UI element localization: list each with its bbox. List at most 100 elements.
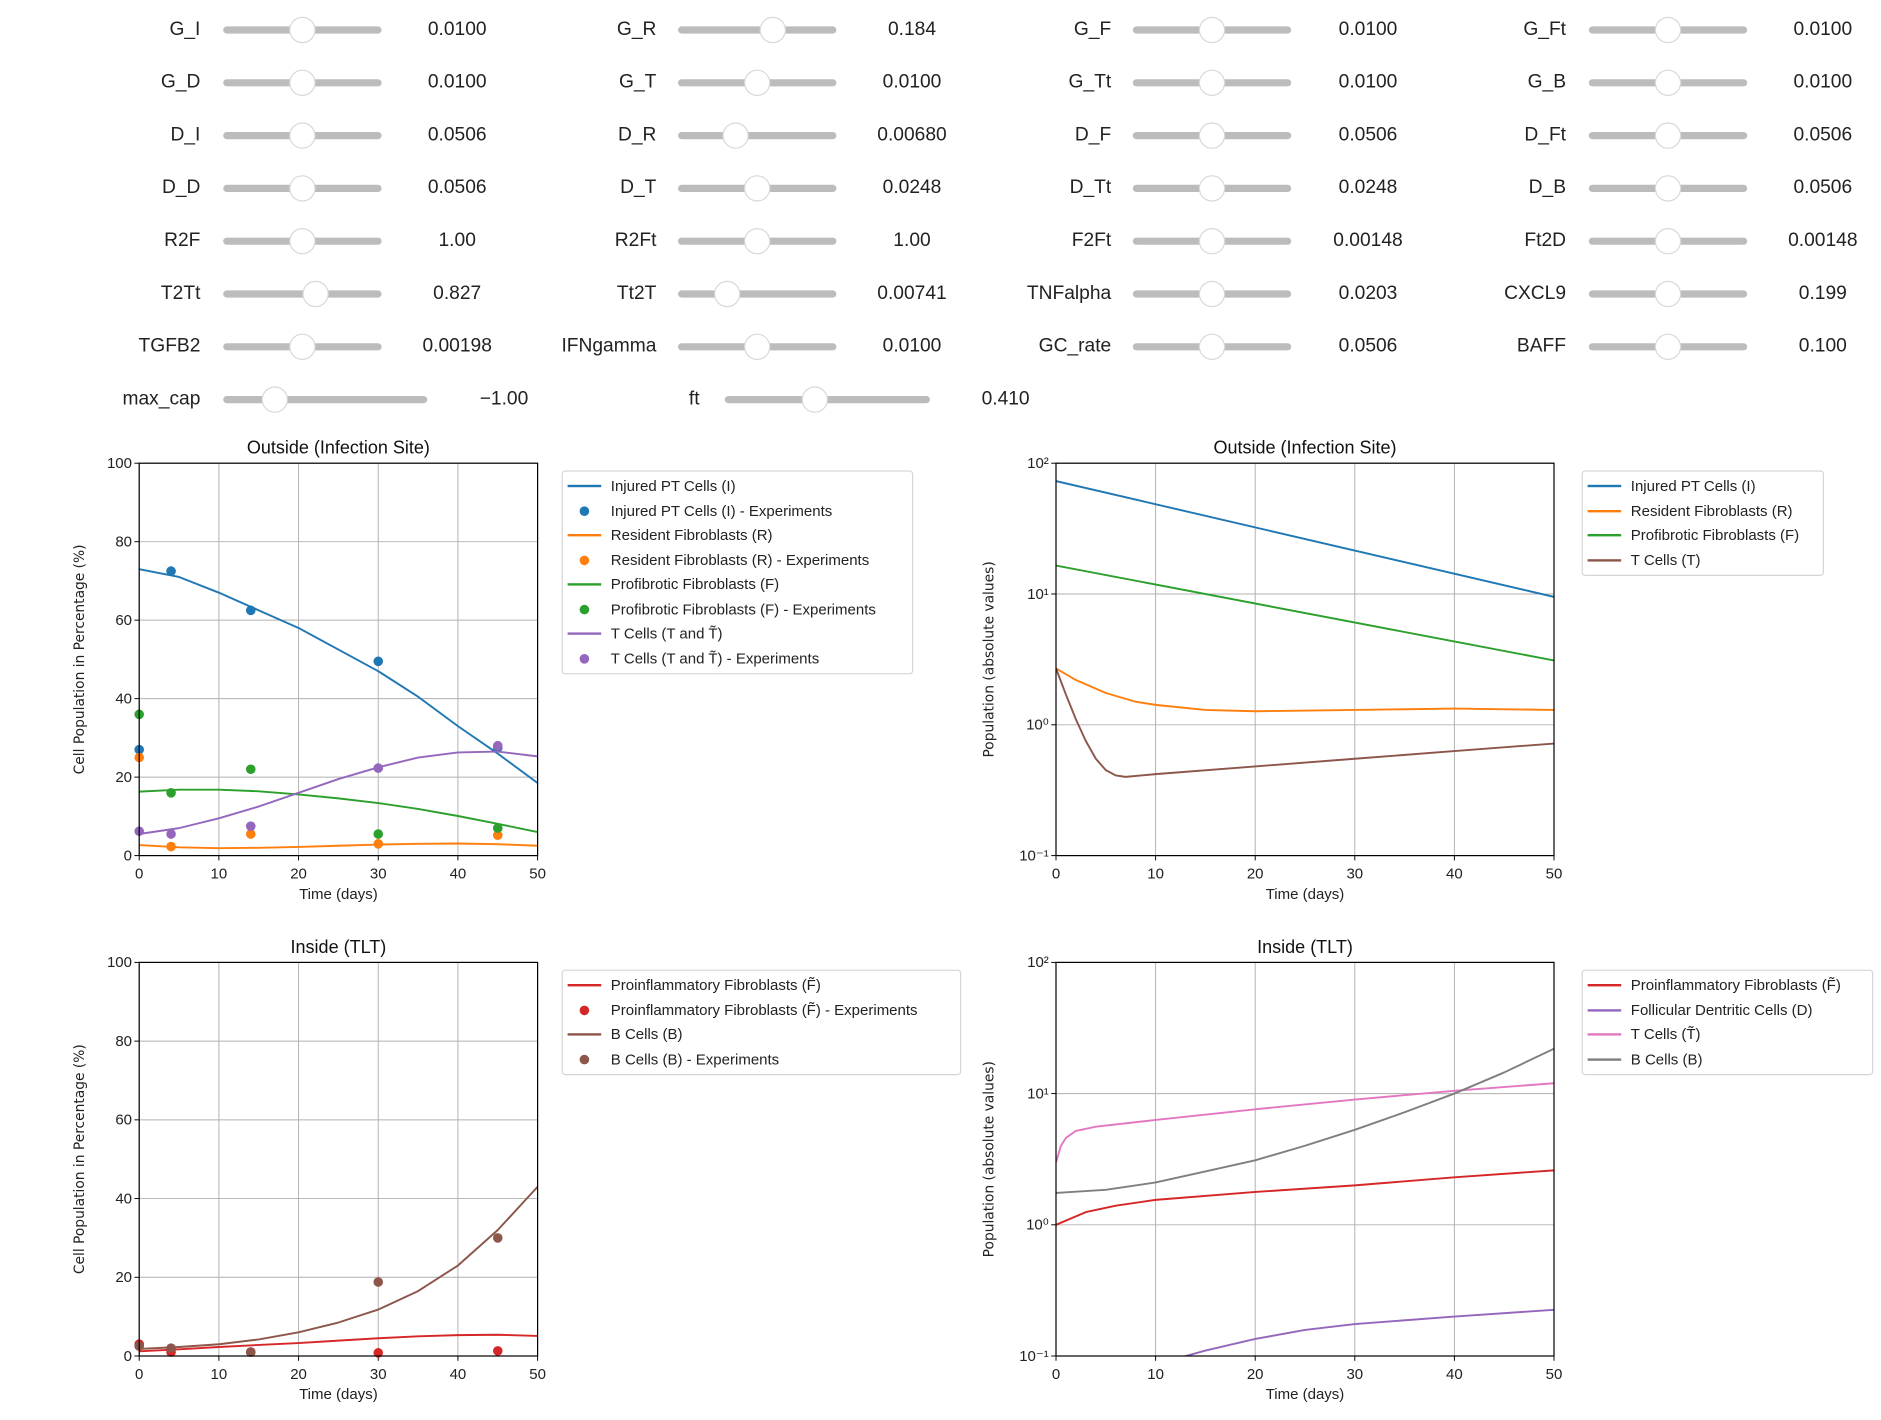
data-point: [373, 1348, 384, 1358]
slider-thumb[interactable]: [801, 386, 829, 413]
slider-thumb[interactable]: [1654, 175, 1682, 202]
slider-track[interactable]: [223, 16, 382, 44]
slider-track[interactable]: [1588, 122, 1748, 149]
slider-track[interactable]: [1132, 69, 1292, 96]
slider-thumb[interactable]: [1198, 333, 1226, 360]
slider-thumb[interactable]: [744, 69, 771, 96]
legend-label: Proinflammatory Fibroblasts (F̃) - Exper…: [610, 1001, 918, 1019]
slider-label: D_Tt: [1069, 177, 1112, 199]
slider-thumb[interactable]: [1654, 280, 1682, 308]
series-line: [139, 568, 538, 784]
slider-track[interactable]: [678, 228, 837, 255]
slider-thumb[interactable]: [1198, 228, 1226, 255]
slider-label: TNFalpha: [1026, 283, 1112, 304]
slider-thumb[interactable]: [759, 16, 787, 44]
data-point: [245, 1347, 256, 1357]
slider-track[interactable]: [1132, 333, 1292, 360]
slider-track[interactable]: [678, 69, 837, 96]
slider-value: 0.00741: [877, 283, 947, 304]
slider-track[interactable]: [1588, 175, 1748, 202]
legend-entry: T Cells (T): [1583, 548, 1823, 573]
chart-title: Outside (Infection Site): [1213, 438, 1396, 458]
slider-track[interactable]: [223, 386, 428, 413]
slider-thumb[interactable]: [1654, 228, 1682, 255]
slider-thumb[interactable]: [1654, 16, 1682, 44]
slider-thumb[interactable]: [744, 228, 771, 255]
legend-label: Follicular Dentritic Cells (D): [1630, 1001, 1813, 1019]
slider-label: G_R: [616, 19, 657, 40]
slider-track[interactable]: [1132, 175, 1292, 202]
slider-thumb[interactable]: [1654, 122, 1682, 149]
slider-track[interactable]: [1132, 16, 1292, 44]
slider-thumb[interactable]: [744, 333, 771, 360]
slider-thumb[interactable]: [289, 69, 316, 96]
y-tick-label: 40: [115, 1190, 132, 1207]
slider-track[interactable]: [1588, 228, 1748, 255]
slider-track[interactable]: [223, 69, 382, 96]
slider-label: BAFF: [1516, 336, 1567, 357]
slider-track[interactable]: [678, 175, 837, 202]
slider-track[interactable]: [1588, 69, 1748, 96]
series-line: [1056, 1047, 1555, 1194]
slider-thumb[interactable]: [1654, 69, 1682, 96]
slider-thumb[interactable]: [1198, 16, 1226, 44]
slider-track[interactable]: [678, 122, 837, 149]
legend-label: Proinflammatory Fibroblasts (F̃): [1630, 977, 1841, 994]
slider-track[interactable]: [1132, 122, 1292, 149]
slider-thumb[interactable]: [713, 280, 741, 308]
slider-track[interactable]: [223, 122, 382, 149]
slider-track[interactable]: [678, 280, 837, 308]
slider-thumb[interactable]: [261, 386, 288, 413]
slider-value: 0.0506: [1338, 336, 1398, 357]
x-tick-label: 0: [1052, 1366, 1060, 1383]
slider-label: ft: [688, 388, 700, 410]
x-tick-label: 0: [135, 1366, 143, 1383]
slider-track[interactable]: [678, 333, 837, 360]
data-point: [373, 656, 384, 667]
slider-track[interactable]: [223, 333, 382, 360]
slider-thumb[interactable]: [289, 16, 316, 44]
slider-thumb[interactable]: [744, 175, 771, 202]
legend-label: Profibrotic Fibroblasts (F) - Experiment…: [610, 600, 876, 618]
slider-thumb[interactable]: [289, 333, 316, 360]
slider-thumb[interactable]: [1198, 280, 1226, 308]
slider-label: T2Tt: [160, 283, 201, 304]
slider-label: G_F: [1073, 19, 1112, 40]
legend-label: B Cells (B): [1630, 1050, 1703, 1068]
slider-value: 0.0203: [1338, 283, 1398, 304]
series-line: [1056, 667, 1555, 713]
slider-label: Ft2D: [1524, 230, 1567, 251]
y-tick-label: 60: [115, 1112, 132, 1129]
data-point: [373, 829, 384, 839]
slider-thumb[interactable]: [301, 280, 329, 308]
legend-entry: Profibrotic Fibroblasts (F): [563, 572, 912, 597]
slider-track[interactable]: [223, 175, 382, 202]
slider-track[interactable]: [1588, 333, 1748, 360]
slider-thumb[interactable]: [289, 122, 316, 149]
slider-track[interactable]: [1588, 16, 1748, 44]
slider-thumb[interactable]: [1654, 333, 1682, 360]
legend-line-swatch: [1583, 530, 1631, 542]
slider-thumb[interactable]: [721, 122, 749, 149]
slider-thumb[interactable]: [289, 228, 316, 255]
legend-label: Injured PT Cells (I) - Experiments: [610, 502, 833, 520]
slider-thumb[interactable]: [1198, 175, 1226, 202]
slider-track[interactable]: [678, 16, 837, 44]
slider-track[interactable]: [724, 386, 931, 413]
x-tick-label: 50: [529, 865, 546, 882]
legend-line-swatch: [563, 1029, 611, 1041]
slider-track[interactable]: [1588, 280, 1748, 308]
slider-track[interactable]: [223, 280, 382, 308]
slider-thumb[interactable]: [1198, 122, 1226, 149]
chart-title: Inside (TLT): [291, 937, 387, 957]
legend-marker-swatch: [563, 554, 611, 566]
chart-legend: Injured PT Cells (I) Injured PT Cells (I)…: [561, 470, 914, 675]
slider-thumb[interactable]: [1198, 69, 1226, 96]
slider-value: 0.0100: [882, 336, 942, 357]
slider-track[interactable]: [1132, 280, 1292, 308]
slider-track[interactable]: [1132, 228, 1292, 255]
slider-thumb[interactable]: [289, 175, 316, 202]
slider-track[interactable]: [223, 228, 382, 255]
